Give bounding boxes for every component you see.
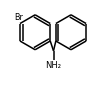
Text: Br: Br: [14, 13, 23, 22]
Text: NH₂: NH₂: [45, 61, 62, 70]
